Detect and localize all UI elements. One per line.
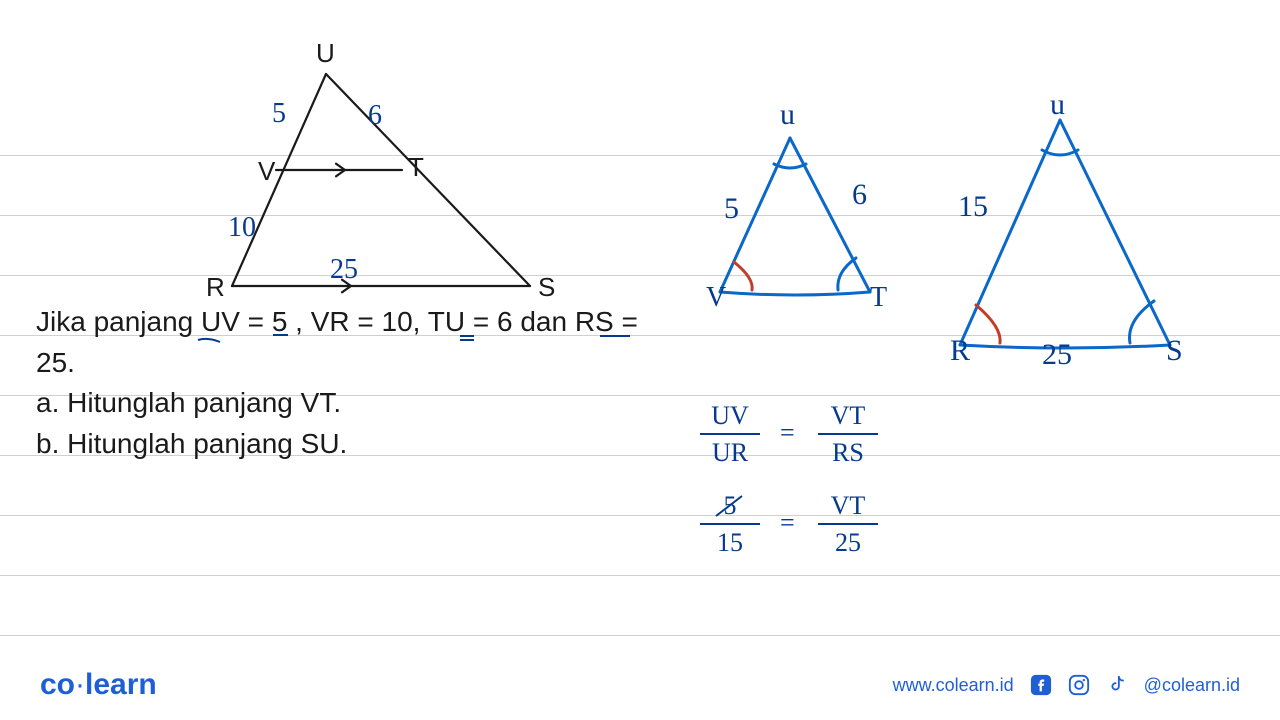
eq1-right: VT RS [818,398,878,470]
footer-handle: @colearn.id [1144,675,1240,696]
strike-icon [714,494,754,522]
eq1-left: UV UR [700,398,760,470]
instagram-icon [1068,674,1090,696]
footer-url: www.colearn.id [893,675,1014,696]
eq2-left: 5 15 [700,488,760,560]
eq2-equals: = [780,508,795,538]
eq1-equals: = [780,418,795,448]
tiktok-icon [1106,674,1128,696]
footer: co·learn www.colearn.id @colearn.id [0,650,1280,720]
problem-underlines [0,0,1280,720]
facebook-icon [1030,674,1052,696]
brand-logo: co·learn [40,668,157,702]
eq2-right: VT 25 [818,488,878,560]
